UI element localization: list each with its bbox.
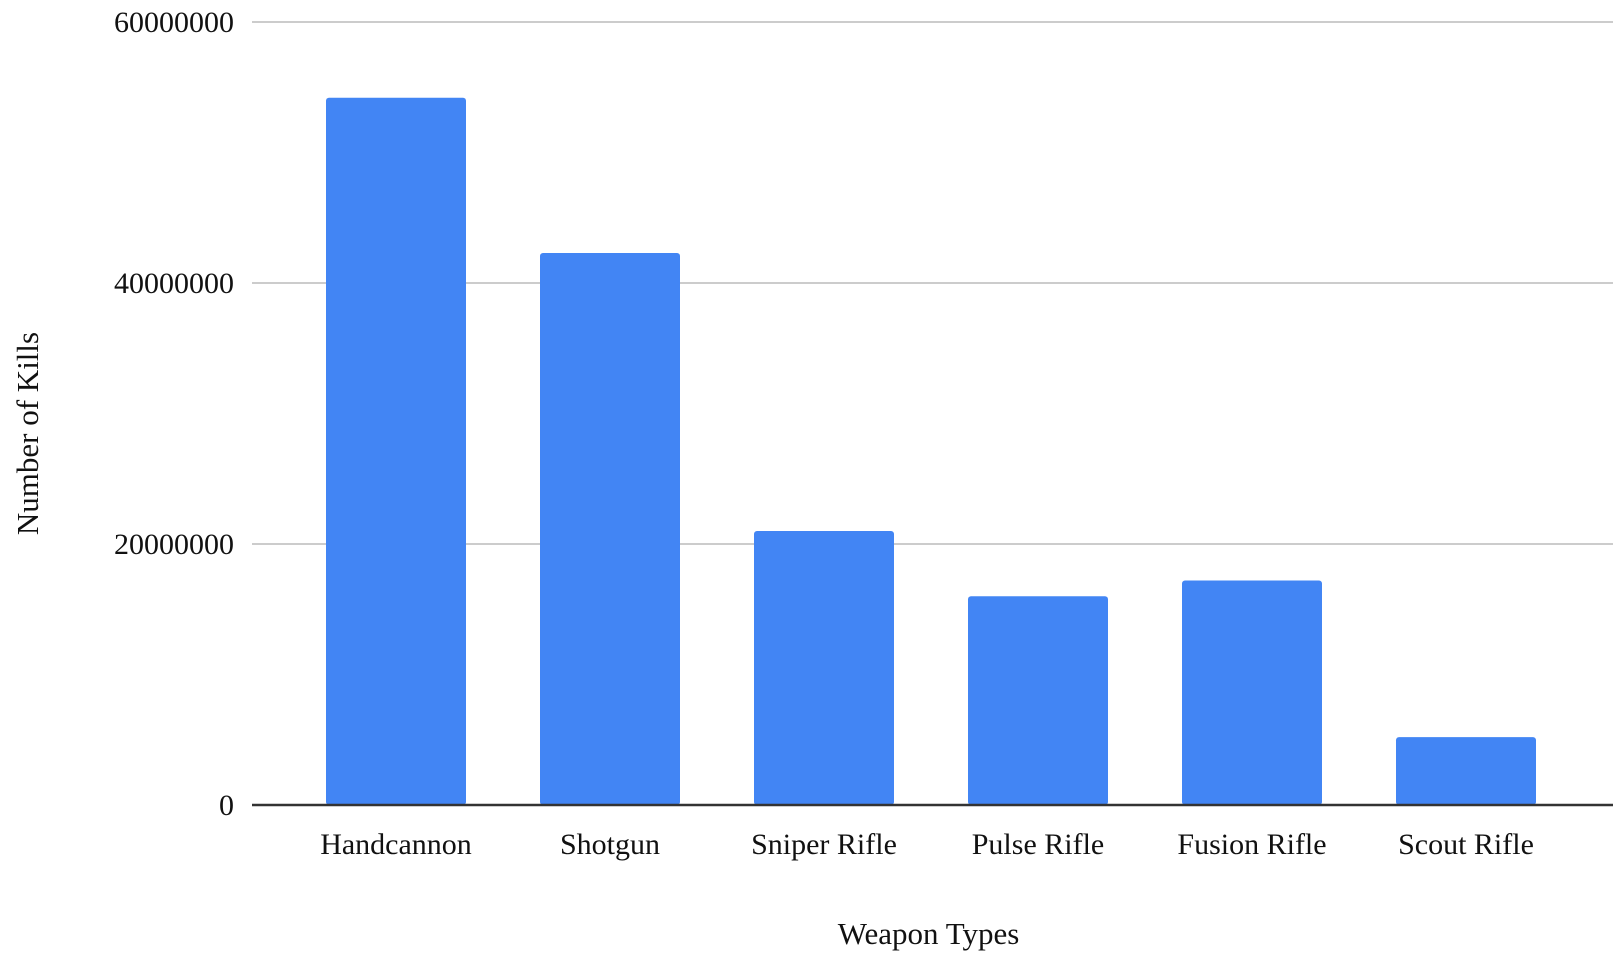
x-tick-label: Scout Rifle — [1398, 828, 1534, 861]
bar-sniper-rifle — [754, 530, 894, 805]
y-tick-label: 60000000 — [114, 6, 234, 39]
y-tick-label: 0 — [219, 789, 234, 822]
bars — [326, 97, 1536, 806]
bar-fusion-rifle — [1182, 580, 1322, 805]
x-tick-label: Sniper Rifle — [751, 828, 897, 861]
y-tick-label: 40000000 — [114, 267, 234, 300]
bar-shotgun — [540, 252, 680, 806]
x-axis-ticks: Handcannon Shotgun Sniper Rifle Pulse Rifle… — [320, 828, 1534, 861]
bar-scout-rifle — [1396, 737, 1536, 805]
x-axis-title: Weapon Types — [838, 916, 1020, 951]
gridlines — [252, 21, 1613, 545]
x-tick-label: Pulse Rifle — [972, 828, 1105, 861]
y-axis-ticks: 0 20000000 40000000 60000000 — [114, 6, 234, 822]
x-tick-label: Fusion Rifle — [1177, 828, 1326, 861]
x-tick-label: Shotgun — [560, 828, 660, 861]
y-tick-label: 20000000 — [114, 528, 234, 561]
y-axis-title: Number of Kills — [10, 332, 45, 535]
x-tick-label: Handcannon — [320, 828, 472, 861]
bar-handcannon — [326, 97, 466, 805]
bar-pulse-rifle — [968, 596, 1108, 805]
